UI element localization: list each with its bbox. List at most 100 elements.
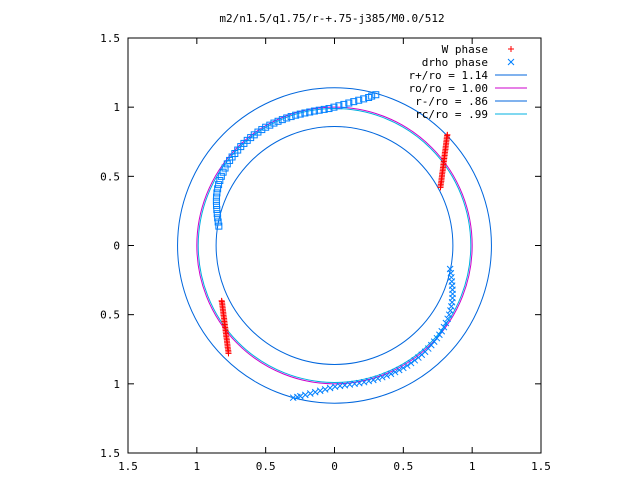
data-point — [372, 91, 380, 99]
circle-series — [197, 108, 472, 383]
data-point — [374, 375, 382, 382]
data-point — [387, 370, 395, 378]
data-point — [212, 197, 220, 205]
legend-label: drho phase — [422, 56, 488, 69]
legend-swatch — [507, 58, 515, 66]
circle-series — [215, 126, 454, 365]
y-tick-label: 0.5 — [100, 170, 120, 183]
data-point — [310, 107, 318, 115]
data-point — [321, 386, 329, 393]
data-point — [289, 394, 297, 402]
data-point — [292, 111, 300, 119]
data-point — [355, 96, 363, 104]
data-point — [330, 103, 338, 111]
data-point — [345, 99, 353, 107]
data-point — [403, 362, 411, 369]
legend-label: r-/ro = .86 — [415, 95, 488, 108]
data-point — [440, 323, 448, 331]
data-point — [383, 372, 391, 379]
y-tick-label: 0 — [113, 240, 120, 253]
data-point — [444, 315, 452, 323]
legend-label: ro/ro = 1.00 — [409, 82, 488, 95]
data-point — [258, 126, 266, 134]
data-point — [436, 331, 443, 339]
data-point — [213, 189, 221, 197]
circle-series — [196, 106, 473, 385]
data-point — [213, 201, 221, 209]
data-point — [399, 364, 407, 372]
data-point — [278, 116, 286, 124]
x-tick-label: 1 — [469, 460, 476, 473]
data-point — [215, 181, 223, 189]
data-point — [283, 114, 291, 122]
data-point — [266, 121, 274, 129]
data-point — [270, 119, 278, 127]
data-point — [411, 356, 419, 364]
x-tick-label: 0.5 — [256, 460, 276, 473]
data-point — [215, 222, 223, 230]
y-tick-label: 1 — [113, 101, 120, 114]
axes: 1.5 1 0.5 0 0.5 1 1.51.510.500.511.5 — [100, 32, 551, 473]
x-tick-label: 0 — [331, 460, 338, 473]
data-point — [360, 95, 368, 103]
data-point — [214, 214, 222, 222]
legend-swatch — [508, 46, 514, 52]
data-point — [444, 131, 451, 138]
y-tick-label: 1.5 — [100, 447, 120, 460]
data-point — [214, 185, 222, 193]
data-point — [438, 327, 446, 335]
data-point — [213, 210, 221, 218]
data-point — [218, 297, 225, 304]
data-point — [221, 164, 229, 172]
data-point — [219, 168, 227, 176]
y-tick-label: 1.5 — [100, 32, 120, 45]
x-tick-label: 0.5 — [393, 460, 413, 473]
legend-label: r+/ro = 1.14 — [409, 69, 489, 82]
data-point — [335, 102, 343, 110]
data-point — [214, 218, 222, 226]
data-point — [448, 303, 455, 310]
data-point — [445, 311, 453, 319]
data-point — [262, 123, 270, 131]
data-point — [301, 391, 309, 399]
legend-label: rc/ro = .99 — [415, 108, 488, 121]
data-point — [407, 359, 415, 367]
data-point — [311, 388, 319, 396]
data-point — [395, 366, 403, 374]
y-tick-label: 0.5 — [100, 309, 120, 322]
data-point — [213, 193, 221, 201]
data-point — [325, 105, 333, 113]
x-tick-label: 1.5 — [531, 460, 551, 473]
data-point — [320, 105, 328, 113]
data-point — [216, 176, 224, 184]
data-point — [315, 106, 323, 114]
data-point — [287, 113, 295, 121]
data-point — [414, 354, 422, 361]
data-point — [350, 98, 358, 106]
legend-label: W phase — [442, 43, 488, 56]
data-point — [301, 109, 309, 117]
data-point — [340, 100, 348, 108]
data-point — [447, 307, 454, 314]
chart-title: m2/n1.5/q1.75/r-+.75-j385/M0.0/512 — [219, 12, 444, 25]
data-point — [306, 390, 314, 397]
data-point — [296, 110, 304, 118]
data-point — [326, 384, 334, 392]
data-point — [217, 172, 225, 180]
data-point — [368, 92, 376, 100]
data-point — [391, 368, 399, 376]
x-tick-label: 1 — [194, 460, 201, 473]
curves — [177, 87, 492, 404]
data-point — [316, 387, 324, 395]
data-point — [331, 383, 339, 390]
points — [212, 91, 456, 402]
data-point — [213, 206, 221, 214]
data-point — [306, 108, 314, 116]
data-point — [274, 117, 282, 125]
data-point — [442, 319, 450, 327]
x-tick-label: 1.5 — [118, 460, 138, 473]
circle-series — [177, 87, 492, 404]
data-point — [378, 373, 386, 381]
